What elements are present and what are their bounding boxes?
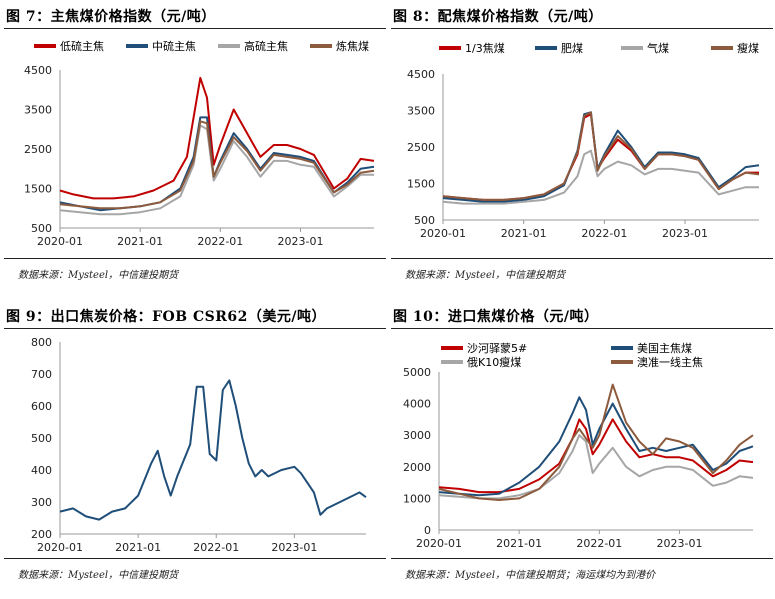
chart-panel-7: 图 7：主焦煤价格指数（元/吨） 500 1500 2500 3500 4500 2020… — [4, 0, 386, 290]
source-rule — [391, 558, 773, 559]
x-tick-label: 2022-01 — [193, 541, 239, 554]
series-line-3 — [59, 124, 374, 216]
y-tick-label: 500 — [31, 432, 52, 445]
x-tick-label: 2023-01 — [657, 537, 703, 550]
y-tick-label: 3000 — [403, 429, 431, 442]
chart-title: 图 8：配焦煤价格指数（元/吨） — [393, 9, 603, 25]
series-line-2 — [438, 396, 754, 497]
x-tick-label: 2021-01 — [117, 235, 163, 248]
legend-label: 炼焦煤 — [336, 39, 369, 53]
title-rule — [4, 28, 386, 29]
series-line-1 — [438, 418, 754, 494]
x-tick-label: 2020-01 — [416, 537, 462, 550]
y-tick-label: 4000 — [403, 398, 431, 411]
x-tick-label: 2020-01 — [37, 235, 83, 248]
x-tick-label: 2023-01 — [271, 541, 317, 554]
y-tick-label: 500 — [31, 222, 52, 235]
y-tick-label: 500 — [414, 214, 435, 227]
series-line-2 — [442, 111, 760, 203]
y-tick-label: 1500 — [24, 183, 52, 196]
line-chart: 200 300 400 500 600 700 800 2020-01 2021-01 2022-… — [31, 336, 367, 554]
chart-panel-9: 图 9：出口焦炭价格：FOB CSR62（美元/吨） 200 300 400 500 6… — [4, 300, 386, 590]
y-tick-label: 3500 — [24, 104, 52, 117]
x-tick-label: 2022-01 — [581, 227, 627, 240]
legend-label: 高硫主焦 — [244, 39, 288, 53]
source-rule — [4, 558, 386, 559]
legend-label: 美国主焦煤 — [637, 342, 692, 355]
line-chart: 500 1500 2500 3500 4500 2020-01 2021-01 2022-01… — [407, 41, 760, 240]
y-tick-label: 4500 — [407, 68, 435, 81]
legend-label: 澳准一线主焦 — [637, 355, 703, 369]
legend-label: 低硫主焦 — [60, 39, 104, 53]
legend-label: 气煤 — [647, 41, 669, 55]
chart-panel-8: 图 8：配焦煤价格指数（元/吨） 500 1500 2500 3500 4500 2020… — [391, 0, 773, 290]
series-line-4 — [442, 111, 760, 201]
data-source: 数据来源：Mysteel，中信建投期货 — [18, 270, 179, 281]
y-tick-label: 1500 — [407, 178, 435, 191]
legend-label: 1/3焦煤 — [465, 42, 505, 55]
series-line-1 — [59, 76, 375, 200]
line-chart: 0 1000 2000 3000 4000 5000 2020-01 2021-01 2022-… — [403, 342, 754, 550]
y-tick-label: 1000 — [403, 492, 431, 505]
x-tick-label: 2020-01 — [420, 227, 466, 240]
x-tick-label: 2021-01 — [496, 537, 542, 550]
legend-label: 沙河驿蒙5# — [467, 342, 527, 355]
x-tick-label: 2023-01 — [278, 235, 324, 248]
legend-label: 肥煤 — [561, 42, 583, 55]
y-tick-label: 2500 — [407, 141, 435, 154]
x-tick-label: 2021-01 — [115, 541, 161, 554]
legend-label: 中硫主焦 — [152, 39, 196, 53]
legend-label: 俄K10瘦煤 — [467, 355, 521, 369]
chart-panel-10: 图 10：进口焦煤价格（元/吨） 0 1000 2000 3000 4000 5000 20… — [391, 300, 773, 590]
y-tick-label: 5000 — [403, 366, 431, 379]
title-rule — [4, 328, 386, 329]
chart-title: 图 9：出口焦炭价格：FOB CSR62（美元/吨） — [6, 309, 326, 325]
y-tick-label: 700 — [31, 368, 52, 381]
title-rule — [391, 328, 773, 329]
series-line-4 — [59, 120, 375, 210]
y-tick-label: 200 — [31, 528, 52, 541]
chart-title: 图 10：进口焦煤价格（元/吨） — [393, 309, 599, 325]
series-line-1 — [59, 379, 367, 521]
line-chart: 500 1500 2500 3500 4500 2020-01 2021-01 2022-01… — [24, 39, 375, 248]
x-tick-label: 2021-01 — [501, 227, 547, 240]
legend-label: 瘦煤 — [737, 41, 759, 55]
title-rule — [391, 28, 773, 29]
source-rule — [4, 258, 386, 259]
y-tick-label: 800 — [31, 336, 52, 349]
y-tick-label: 600 — [31, 400, 52, 413]
series-line-4 — [438, 383, 754, 501]
x-tick-label: 2022-01 — [576, 537, 622, 550]
x-tick-label: 2020-01 — [37, 541, 83, 554]
source-rule — [391, 258, 773, 259]
y-tick-label: 2500 — [24, 143, 52, 156]
y-tick-label: 0 — [424, 524, 431, 537]
series-line-3 — [442, 149, 759, 205]
series-line-3 — [438, 434, 754, 500]
y-tick-label: 2000 — [403, 461, 431, 474]
data-source: 数据来源：Mysteel，中信建投期货；海运煤均为到港价 — [405, 570, 656, 581]
series-line-2 — [59, 116, 375, 212]
data-source: 数据来源：Mysteel，中信建投期货 — [18, 570, 179, 581]
y-tick-label: 4500 — [24, 64, 52, 77]
y-tick-label: 400 — [31, 464, 52, 477]
y-tick-label: 3500 — [407, 105, 435, 118]
chart-title: 图 7：主焦煤价格指数（元/吨） — [6, 9, 216, 25]
x-tick-label: 2022-01 — [197, 235, 243, 248]
y-tick-label: 300 — [31, 496, 52, 509]
data-source: 数据来源：Mysteel，中信建投期货 — [405, 270, 566, 281]
x-tick-label: 2023-01 — [662, 227, 708, 240]
